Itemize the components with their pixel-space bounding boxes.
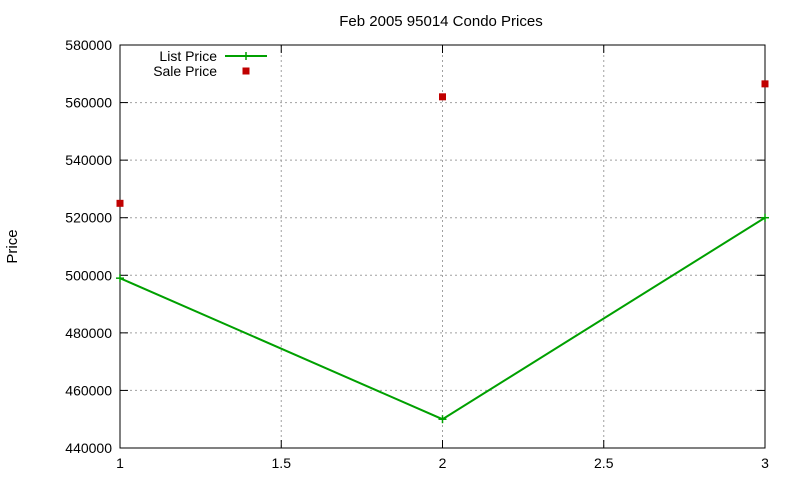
list-price-point bbox=[761, 213, 769, 222]
grid bbox=[120, 45, 765, 448]
sale-price-point bbox=[761, 80, 769, 88]
list-price-point bbox=[438, 415, 447, 424]
y-tick-label: 540000 bbox=[65, 152, 112, 168]
y-tick-label: 480000 bbox=[65, 325, 112, 341]
legend-label-list-price: List Price bbox=[159, 48, 217, 64]
y-tick-label: 460000 bbox=[65, 382, 112, 398]
y-tick-label: 560000 bbox=[65, 95, 112, 111]
list-price-series bbox=[116, 213, 769, 424]
legend-marker-list-price bbox=[242, 52, 250, 60]
y-tick-label: 520000 bbox=[65, 210, 112, 226]
legend-label-sale-price: Sale Price bbox=[153, 63, 217, 79]
legend-marker-sale-price bbox=[242, 67, 250, 75]
y-tick-label: 440000 bbox=[65, 440, 112, 456]
x-tick-label: 1 bbox=[116, 455, 124, 471]
list-price-line bbox=[119, 216, 766, 421]
x-tick-label: 1.5 bbox=[272, 455, 292, 471]
y-tick-label: 500000 bbox=[65, 267, 112, 283]
list-price-point bbox=[116, 274, 124, 283]
x-tick-label: 2.5 bbox=[594, 455, 614, 471]
x-tick-label: 3 bbox=[761, 455, 769, 471]
axis-ticks: 440000 460000 480000 500000 520000 540000 5600… bbox=[65, 37, 769, 471]
sale-price-series bbox=[116, 80, 769, 207]
sale-price-point bbox=[439, 93, 446, 101]
y-tick-label: 580000 bbox=[65, 37, 112, 53]
chart-title: Feb 2005 95014 Condo Prices bbox=[339, 13, 542, 30]
y-axis-label: Price bbox=[4, 229, 21, 263]
series bbox=[116, 80, 769, 424]
x-tick-label: 2 bbox=[439, 455, 447, 471]
sale-price-point bbox=[116, 199, 124, 207]
